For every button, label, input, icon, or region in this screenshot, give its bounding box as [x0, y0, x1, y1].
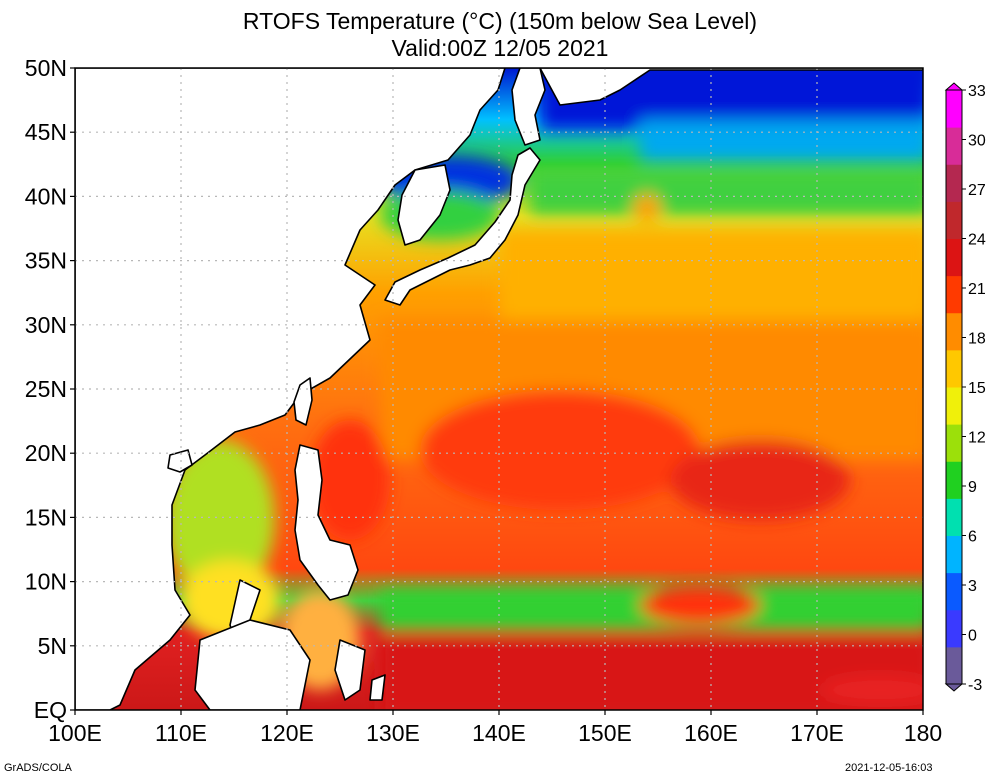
- colorbar-top-arrow: [944, 82, 964, 91]
- x-tick-label: 180: [904, 720, 942, 746]
- colorbar-label: 15: [968, 380, 986, 397]
- x-tick-label: 160E: [684, 720, 738, 746]
- land-masses: [75, 68, 923, 710]
- x-tick-label: 130E: [366, 720, 420, 746]
- colorbar-segment: [946, 164, 962, 202]
- x-tick-label: 120E: [260, 720, 314, 746]
- temperature-field: [75, 68, 923, 710]
- y-tick-label: 15N: [25, 504, 67, 530]
- colorbar-segment: [946, 461, 962, 499]
- y-tick-label: 20N: [25, 440, 67, 466]
- colorbar: -3 0 3 6 9 12 15 18 21 24 27 30 33: [944, 82, 986, 694]
- y-tick-label: 35N: [25, 248, 67, 274]
- footer-credit: GrADS/COLA: [4, 762, 72, 774]
- y-tick-label: 40N: [25, 183, 67, 209]
- y-tick-label: EQ: [34, 697, 67, 723]
- colorbar-label: 21: [968, 281, 986, 298]
- longitude-axis: 100E 110E 120E 130E 140E 150E 160E 170E 180: [48, 710, 942, 746]
- colorbar-segment: [946, 646, 962, 685]
- footer-timestamp: 2021-12-05-16:03: [845, 762, 933, 774]
- x-tick-label: 150E: [578, 720, 632, 746]
- map-subtitle: Valid:00Z 12/05 2021: [391, 35, 609, 61]
- colorbar-segment: [946, 312, 962, 351]
- colorbar-label: 6: [968, 529, 977, 546]
- colorbar-segment: [946, 275, 962, 314]
- colorbar-segment: [946, 535, 962, 574]
- colorbar-segment: [946, 609, 962, 648]
- colorbar-label: 18: [968, 331, 986, 348]
- colorbar-label: 3: [968, 578, 977, 595]
- x-tick-label: 140E: [472, 720, 526, 746]
- x-tick-label: 170E: [790, 720, 844, 746]
- y-tick-label: 45N: [25, 119, 67, 145]
- colorbar-segment: [946, 349, 962, 388]
- map-gridlines: [75, 68, 923, 710]
- colorbar-segment: [946, 90, 962, 128]
- colorbar-label: 33: [968, 83, 986, 100]
- colorbar-label: 0: [968, 628, 977, 645]
- colorbar-label: -3: [968, 677, 982, 694]
- colorbar-label: 9: [968, 479, 977, 496]
- colorbar-label: 30: [968, 133, 986, 150]
- colorbar-label: 27: [968, 182, 986, 199]
- map-title: RTOFS Temperature (°C) (150m below Sea L…: [242, 8, 758, 34]
- colorbar-segment: [946, 238, 962, 277]
- y-tick-label: 50N: [25, 55, 67, 81]
- x-tick-label: 100E: [48, 720, 102, 746]
- latitude-axis: EQ 5N 10N 15N 20N 25N 30N 35N 40N 45N 50N: [25, 55, 75, 723]
- colorbar-segment: [946, 127, 962, 165]
- colorbar-segment: [946, 201, 962, 239]
- y-tick-label: 10N: [25, 569, 67, 595]
- colorbar-segment: [946, 572, 962, 611]
- colorbar-segment: [946, 387, 962, 425]
- y-tick-label: 30N: [25, 312, 67, 338]
- x-tick-label: 110E: [155, 720, 207, 746]
- y-tick-label: 5N: [38, 633, 67, 659]
- colorbar-label: 12: [968, 430, 986, 447]
- colorbar-bottom-arrow: [944, 683, 964, 692]
- y-tick-label: 25N: [25, 376, 67, 402]
- colorbar-segment: [946, 424, 962, 462]
- colorbar-label: 24: [968, 232, 986, 249]
- colorbar-segment: [946, 498, 962, 536]
